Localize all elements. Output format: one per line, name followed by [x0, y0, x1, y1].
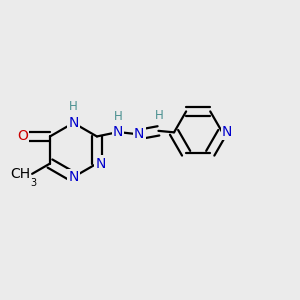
Text: N: N [95, 157, 106, 170]
Text: 3: 3 [31, 178, 37, 188]
Text: N: N [222, 125, 232, 139]
Text: CH: CH [11, 167, 31, 181]
Text: N: N [134, 128, 145, 141]
Text: O: O [17, 130, 28, 143]
Text: N: N [68, 116, 79, 130]
Text: N: N [68, 170, 79, 184]
Text: H: H [114, 110, 122, 123]
Text: H: H [69, 100, 78, 113]
Text: N: N [113, 125, 123, 139]
Text: H: H [155, 109, 164, 122]
